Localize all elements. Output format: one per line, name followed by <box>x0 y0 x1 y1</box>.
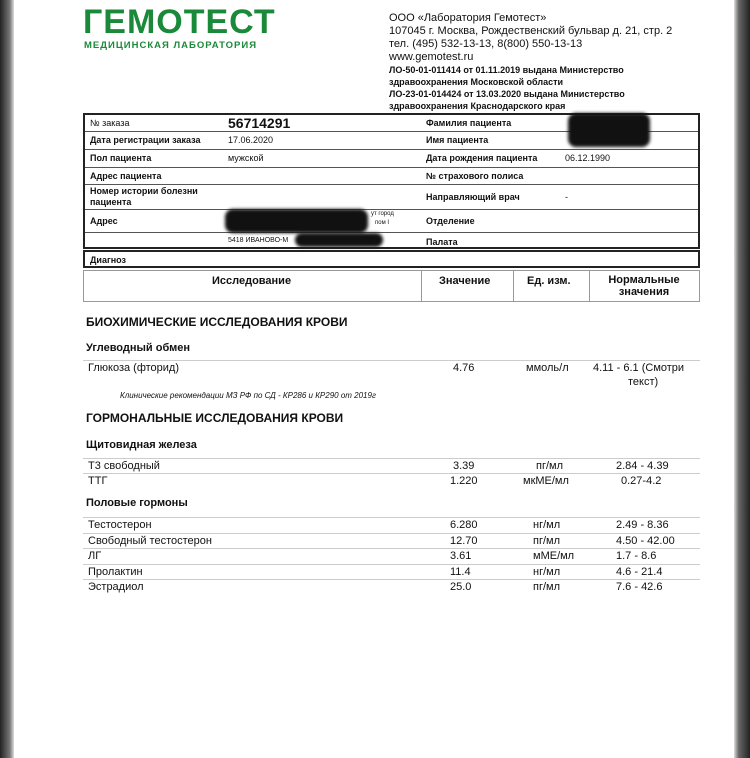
test-value: 25.0 <box>450 581 472 593</box>
test-norm: 1.7 - 8.6 <box>616 550 657 562</box>
test-name: Глюкоза (фторид) <box>88 362 180 374</box>
section-title: ГОРМОНАЛЬНЫЕ ИССЛЕДОВАНИЯ КРОВИ <box>86 411 344 425</box>
lab-name: ООО «Лаборатория Гемотест» <box>389 12 547 24</box>
test-value: 12.70 <box>450 534 478 547</box>
test-name: Т3 свободный <box>88 460 160 472</box>
test-norm: текст) <box>628 376 659 388</box>
license-line: ЛО-50-01-011414 от 01.11.2019 выдана Мин… <box>389 65 624 75</box>
reg-date: 17.06.2020 <box>228 135 274 145</box>
diagnosis-row: Диагноз <box>83 250 700 268</box>
test-unit: пг/мл <box>533 534 561 547</box>
test-name: ТТГ <box>88 475 108 487</box>
diagnosis-label: Диагноз <box>90 255 126 265</box>
doctor: - <box>565 192 568 202</box>
photo-edge-right <box>734 0 750 758</box>
sex: мужской <box>228 153 264 163</box>
test-name: Эстрадиол <box>88 581 144 593</box>
license-line: здравоохранения Краснодарского края <box>389 101 566 111</box>
test-value: 3.39 <box>453 460 475 472</box>
col-test: Исследование <box>212 275 292 287</box>
addr-fragment: пом I <box>375 220 390 226</box>
sex-label: Пол пациента <box>90 153 152 163</box>
test-norm: 2.49 - 8.36 <box>616 519 669 531</box>
photo-edge-left <box>0 0 14 758</box>
test-value: 11.4 <box>450 565 471 578</box>
reg-date-label: Дата регистрации заказа <box>90 135 201 145</box>
result-row: ЛГ 3.61 мМЕ/мл 1.7 - 8.6 <box>83 548 700 564</box>
test-value: 6.280 <box>450 519 478 531</box>
test-value: 1.220 <box>450 475 478 487</box>
license-line: ЛО-23-01-014424 от 13.03.2020 выдана Мин… <box>389 89 625 99</box>
section-title: БИОХИМИЧЕСКИЕ ИССЛЕДОВАНИЯ КРОВИ <box>86 315 348 329</box>
result-row: Свободный тестостерон 12.70 пг/мл 4.50 - 42… <box>83 532 700 549</box>
addr-fragment: ут город <box>371 211 394 217</box>
redaction <box>225 209 368 233</box>
result-row: Глюкоза (фторид) 4.76 ммоль/л 4.11 - 6.1… <box>83 360 700 391</box>
redaction <box>568 113 650 147</box>
license-line: здравоохранения Московской области <box>389 77 564 87</box>
subsection-title: Половые гормоны <box>86 497 188 509</box>
name-label: Имя пациента <box>426 135 489 145</box>
test-unit: ммоль/л <box>526 362 569 374</box>
history-label: Номер истории болезни пациента <box>90 186 198 207</box>
test-value: 3.61 <box>450 550 472 562</box>
policy-label: № страхового полиса <box>426 171 524 181</box>
test-norm: 4.6 - 21.4 <box>616 565 663 578</box>
lab-address: 107045 г. Москва, Рождественский бульвар… <box>389 25 673 37</box>
result-row: ТТГ 1.220 мкМЕ/мл 0.27-4.2 <box>83 473 700 489</box>
dob-label: Дата рождения пациента <box>426 153 538 163</box>
test-name: Тестостерон <box>88 519 152 531</box>
test-name: Пролактин <box>88 565 143 578</box>
redaction <box>295 233 383 247</box>
addr-label: Адрес <box>90 216 118 226</box>
lab-website: www.gemotest.ru <box>389 51 474 63</box>
surname-label: Фамилия пациента <box>426 118 512 128</box>
test-norm: 4.50 - 42.00 <box>616 534 675 547</box>
test-unit: нг/мл <box>533 565 561 578</box>
logo: ГЕМОТЕСТ <box>83 3 276 41</box>
subsection-title: Углеводный обмен <box>86 342 190 354</box>
addr-fragment: 5418 ИВАНОВО-М <box>228 237 289 244</box>
test-norm: 2.84 - 4.39 <box>616 460 669 472</box>
test-unit: пг/мл <box>533 581 561 593</box>
col-value: Значение <box>439 275 491 287</box>
subsection-title: Щитовидная железа <box>86 439 197 451</box>
results-header: Исследование Значение Ед. изм. Нормальны… <box>83 270 700 302</box>
col-norm: Нормальные значения <box>608 274 680 298</box>
test-unit: нг/мл <box>533 519 561 531</box>
test-name: ЛГ <box>88 550 102 562</box>
test-norm: 7.6 - 42.6 <box>616 581 663 593</box>
patient-address-label: Адрес пациента <box>90 171 162 181</box>
dept-label: Отделение <box>426 216 475 226</box>
logo-subtitle: МЕДИЦИНСКАЯ ЛАБОРАТОРИЯ <box>84 40 258 51</box>
test-norm: 4.11 - 6.1 (Смотри <box>593 362 685 374</box>
patient-info-table: № заказа 56714291 Дата регистрации заказ… <box>83 113 700 249</box>
order-no-label: № заказа <box>90 118 130 128</box>
test-norm: 0.27-4.2 <box>621 475 662 487</box>
test-unit: пг/мл <box>536 460 564 472</box>
doctor-label: Направляющий врач <box>426 192 520 202</box>
test-name: Свободный тестостерон <box>88 534 212 547</box>
result-row: Тестостерон 6.280 нг/мл 2.49 - 8.36 <box>83 517 700 533</box>
test-unit: мкМЕ/мл <box>523 475 569 487</box>
result-row: Т3 свободный 3.39 пг/мл 2.84 - 4.39 <box>83 458 700 474</box>
dob: 06.12.1990 <box>565 153 611 163</box>
result-row: Пролактин 11.4 нг/мл 4.6 - 21.4 <box>83 563 700 580</box>
lab-phone: тел. (495) 532-13-13, 8(800) 550-13-13 <box>389 38 583 50</box>
order-no: 56714291 <box>228 115 291 131</box>
result-row: Эстрадиол 25.0 пг/мл 7.6 - 42.6 <box>83 579 700 595</box>
clinical-note: Клинические рекомендации МЗ РФ по СД - К… <box>120 391 376 400</box>
test-value: 4.76 <box>453 362 475 374</box>
ward-label: Палата <box>426 237 458 247</box>
col-unit: Ед. изм. <box>527 275 571 287</box>
test-unit: мМЕ/мл <box>533 550 575 562</box>
